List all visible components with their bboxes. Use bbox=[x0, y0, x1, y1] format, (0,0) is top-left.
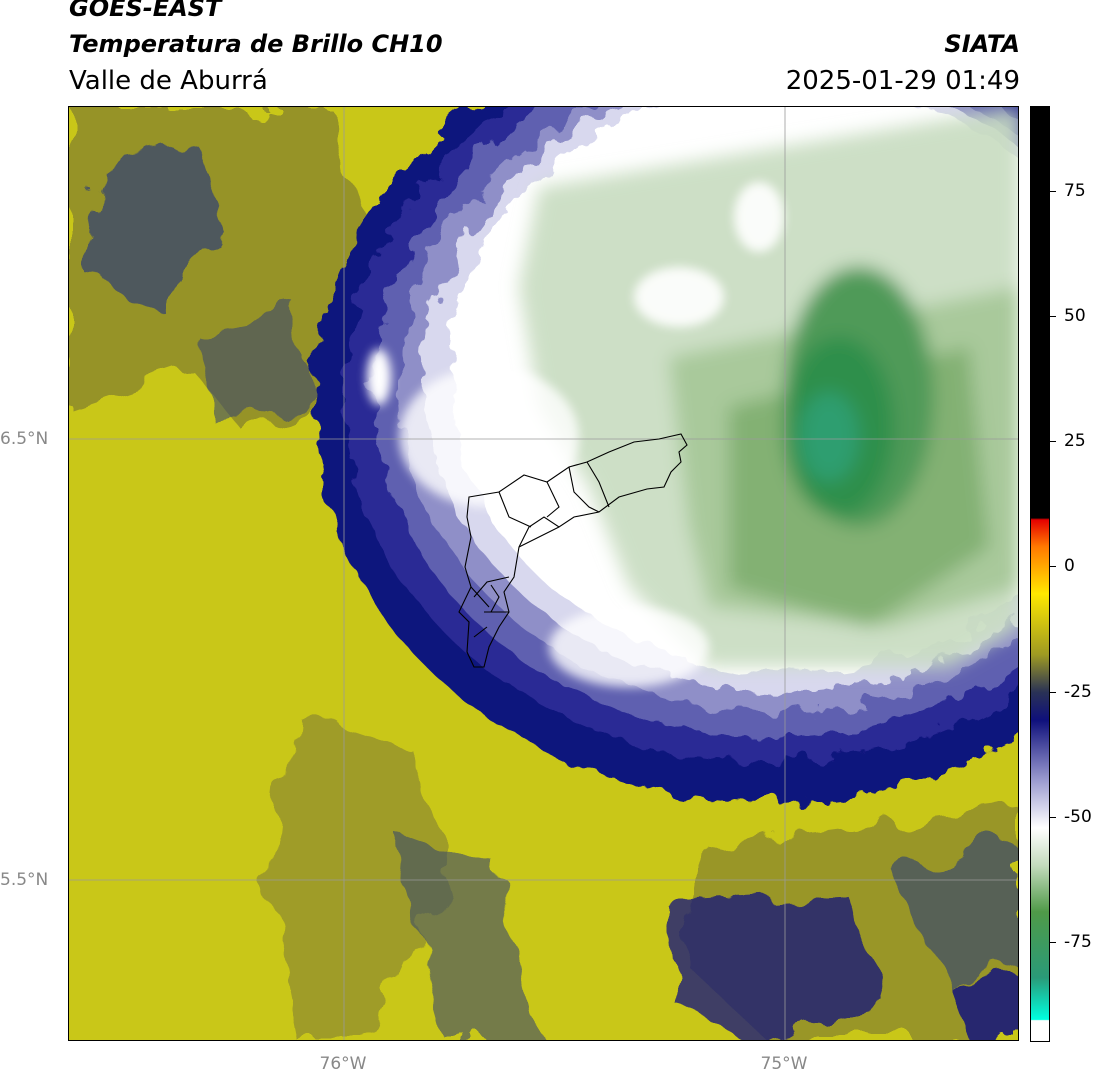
colorbar-tick bbox=[1050, 441, 1056, 443]
longitude-label-76w: 76°W bbox=[319, 1054, 367, 1074]
organization-label: SIATA bbox=[944, 30, 1020, 58]
region-subtitle: Valle de Aburrá bbox=[69, 66, 268, 96]
colorbar-tick-label: 0 bbox=[1064, 556, 1075, 577]
colorbar-gradient bbox=[1031, 107, 1049, 1041]
map-canvas bbox=[69, 107, 1018, 1040]
satellite-title: GOES-EAST bbox=[69, 0, 222, 22]
colorbar-tick-label: -75 bbox=[1064, 931, 1092, 952]
colorbar-tick-label: 25 bbox=[1064, 431, 1086, 452]
colorbar bbox=[1030, 106, 1050, 1042]
colorbar-tick bbox=[1050, 316, 1056, 318]
municipality-boundaries bbox=[458, 433, 688, 668]
product-title: Temperatura de Brillo CH10 bbox=[69, 30, 443, 58]
brightness-temperature-map bbox=[68, 106, 1019, 1041]
cold-cloud-tops bbox=[519, 107, 1018, 667]
colorbar-tick bbox=[1050, 566, 1056, 568]
colorbar-tick bbox=[1050, 816, 1056, 818]
colorbar-tick-label: -25 bbox=[1064, 681, 1092, 702]
colorbar-tick-label: 50 bbox=[1064, 306, 1086, 327]
colorbar-tick bbox=[1050, 191, 1056, 193]
colorbar-tick-label: 75 bbox=[1064, 181, 1086, 202]
timestamp-label: 2025-01-29 01:49 bbox=[785, 66, 1020, 96]
latitude-label-5-5n: 5.5°N bbox=[0, 870, 49, 890]
map-graticule bbox=[69, 107, 1018, 1040]
colorbar-tick bbox=[1050, 941, 1056, 943]
cloud-white-pockets bbox=[367, 182, 784, 687]
colorbar-tick-label: -50 bbox=[1064, 806, 1092, 827]
latitude-label-6-5n: 6.5°N bbox=[0, 429, 49, 449]
colorbar-tick bbox=[1050, 691, 1056, 693]
longitude-label-75w: 75°W bbox=[760, 1054, 808, 1074]
